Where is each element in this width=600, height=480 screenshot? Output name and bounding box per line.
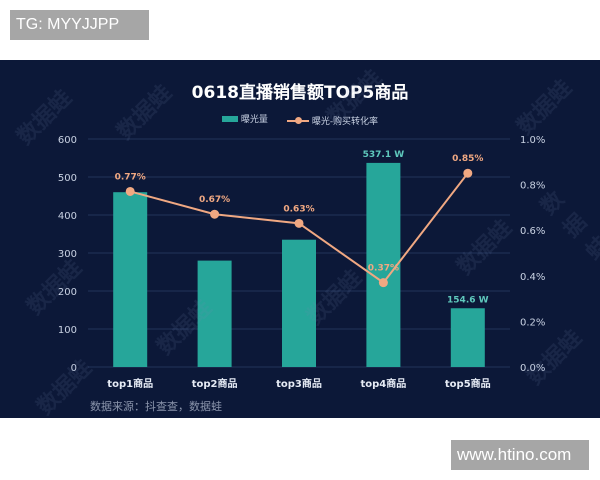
y-left-tick: 200 bbox=[58, 287, 77, 298]
line-value-label: 0.63% bbox=[283, 204, 314, 214]
y-right-tick: 0.0% bbox=[520, 363, 545, 374]
line-value-label: 0.37% bbox=[368, 264, 399, 274]
line-value-label: 0.85% bbox=[452, 154, 483, 164]
legend-item-bar[interactable]: 曝光量 bbox=[221, 112, 268, 125]
legend-label: 曝光量 bbox=[240, 115, 268, 125]
y-right-tick: 1.0% bbox=[520, 135, 545, 146]
bar[interactable] bbox=[113, 192, 148, 367]
y-left-tick: 100 bbox=[58, 325, 77, 336]
line-point[interactable] bbox=[125, 186, 135, 196]
source-note: 数据来源：抖查查，数据蛙 bbox=[90, 400, 222, 413]
line-point[interactable] bbox=[294, 218, 304, 228]
line-value-label: 0.67% bbox=[199, 195, 230, 205]
bar[interactable] bbox=[450, 308, 485, 367]
bar-swatch-icon bbox=[221, 115, 238, 122]
top-watermark-tag: TG: MYYJJPP bbox=[10, 10, 149, 40]
x-category-label: top2商品 bbox=[192, 377, 238, 390]
y-left-tick: 600 bbox=[58, 135, 77, 146]
line-point[interactable] bbox=[210, 209, 220, 219]
bar[interactable] bbox=[197, 260, 232, 367]
x-category-label: top5商品 bbox=[445, 377, 491, 390]
line-swatch-icon bbox=[286, 116, 309, 124]
bar[interactable] bbox=[366, 162, 401, 367]
y-left-tick: 500 bbox=[58, 173, 77, 184]
y-left-tick: 400 bbox=[58, 211, 77, 222]
line-value-label: 0.77% bbox=[115, 172, 146, 182]
y-left-tick: 300 bbox=[58, 249, 77, 260]
chart-title: 0618直播销售额TOP5商品 bbox=[191, 83, 409, 103]
x-category-label: top1商品 bbox=[107, 377, 153, 390]
legend-label: 曝光-购买转化率 bbox=[311, 117, 379, 127]
chart-legend: 曝光量 曝光-购买转化率 bbox=[0, 112, 600, 127]
y-right-tick: 0.2% bbox=[520, 317, 545, 328]
bar-value-label: 537.1 W bbox=[363, 150, 405, 160]
bar-value-label: 154.6 W bbox=[447, 295, 489, 305]
bottom-watermark-tag: www.htino.com bbox=[451, 440, 589, 470]
line-point[interactable] bbox=[378, 278, 388, 288]
bar[interactable] bbox=[282, 239, 316, 367]
x-category-label: top4商品 bbox=[361, 377, 407, 390]
y-left-tick: 0 bbox=[71, 363, 77, 374]
line-point[interactable] bbox=[463, 168, 473, 178]
legend-item-line[interactable]: 曝光-购买转化率 bbox=[286, 114, 379, 127]
y-right-tick: 0.6% bbox=[520, 226, 545, 237]
y-right-tick: 0.4% bbox=[520, 272, 545, 283]
x-category-label: top3商品 bbox=[276, 377, 322, 390]
y-right-tick: 0.8% bbox=[520, 181, 545, 192]
